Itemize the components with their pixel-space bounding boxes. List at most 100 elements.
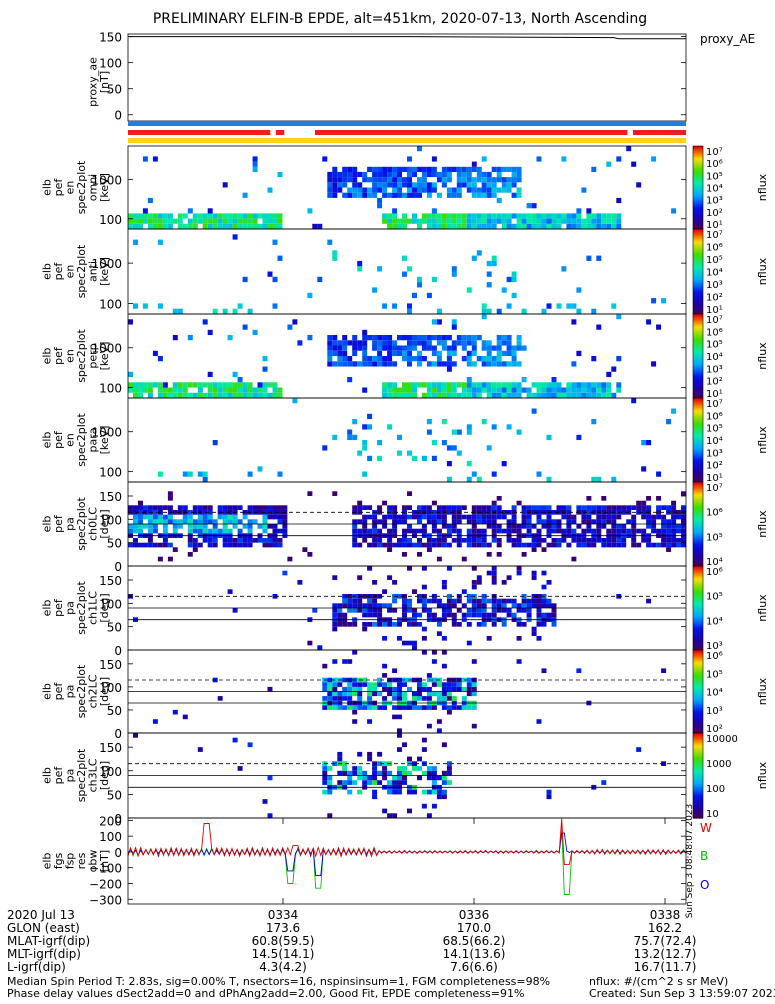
- pitch-angle-cell: [486, 636, 492, 641]
- pitch-angle-cell: [551, 603, 557, 608]
- spectrogram-cell: [417, 340, 422, 346]
- pitch-angle-cell: [397, 705, 402, 710]
- colorbar-swatch: [693, 554, 703, 557]
- pitch-angle-cell: [456, 622, 462, 627]
- spectrogram-cell: [352, 340, 358, 346]
- spectrogram-cell: [177, 308, 183, 315]
- colorbar-swatch: [693, 285, 703, 288]
- spectrogram-cell: [342, 177, 348, 183]
- pitch-angle-cell: [242, 542, 248, 548]
- spectrogram-cell: [546, 213, 552, 219]
- pitch-angle-cell: [227, 505, 233, 510]
- spectrogram-cell: [287, 324, 293, 330]
- pitch-angle-cell: [252, 519, 258, 524]
- y-axis-label-line: ch1LC: [87, 591, 100, 625]
- colorbar-swatch: [693, 159, 703, 162]
- spectrogram-cell: [207, 223, 213, 229]
- state-bar-segment: [128, 121, 686, 126]
- colorbar-label: nflux: [756, 594, 769, 622]
- colorbar-swatch: [693, 384, 703, 386]
- pitch-angle-cell: [661, 538, 667, 543]
- colorbar-swatch: [693, 319, 703, 322]
- colorbar-swatch: [693, 379, 703, 382]
- pitch-angle-cell: [581, 519, 587, 524]
- colorbar-swatch: [693, 517, 703, 519]
- pitch-angle-cell: [142, 542, 148, 548]
- pitch-angle-cell: [451, 612, 457, 618]
- pitch-angle-cell: [362, 775, 368, 781]
- pitch-angle-cell: [332, 626, 338, 632]
- pitch-angle-cell: [367, 622, 373, 627]
- colorbar-swatch: [693, 288, 703, 291]
- pitch-angle-cell: [377, 612, 383, 618]
- pitch-angle-cell: [471, 542, 477, 548]
- spectrogram-cell: [212, 387, 218, 393]
- spectrogram-cell: [172, 392, 178, 399]
- spectrogram-cell: [586, 387, 592, 393]
- colorbar-swatch: [693, 240, 703, 243]
- spectrogram-cell: [147, 387, 153, 393]
- spectrogram-cell: [461, 387, 467, 393]
- footer-row-label: MLT-igrf(dip): [7, 947, 81, 961]
- spectrogram-cell: [466, 166, 472, 172]
- pitch-angle-cell: [606, 538, 612, 543]
- colorbar-swatch: [693, 803, 703, 806]
- colorbar-swatch: [693, 237, 703, 240]
- spectrogram-cell: [247, 218, 253, 224]
- spectrogram-cell: [327, 192, 333, 198]
- spectrogram-cell: [576, 223, 582, 229]
- pitch-angle-cell: [431, 612, 437, 618]
- colorbar-swatch: [693, 470, 703, 473]
- colorbar-tick-label: 10³: [706, 706, 723, 717]
- pitch-angle-cell: [167, 542, 173, 548]
- spectrogram-cell: [456, 218, 462, 224]
- spectrogram-cell: [616, 314, 622, 320]
- colorbar-swatch: [693, 587, 703, 589]
- spectrogram-cell: [586, 213, 592, 219]
- pitch-angle-cell: [621, 505, 627, 510]
- pitch-angle-cell: [636, 500, 642, 506]
- colorbar-swatch: [693, 622, 703, 624]
- pitch-angle-cell: [407, 528, 412, 534]
- pitch-angle-cell: [357, 519, 363, 524]
- pitch-angle-cell: [347, 691, 353, 697]
- spectrogram-cell: [187, 392, 193, 399]
- colorbar-swatch: [693, 389, 703, 392]
- pitch-angle-cell: [651, 519, 657, 524]
- colorbar-swatch: [693, 372, 703, 375]
- proxy-ae-label: proxy_AE: [700, 32, 755, 46]
- spectrogram-cell: [591, 419, 597, 425]
- colorbar-swatch: [693, 567, 703, 570]
- colorbar-swatch: [693, 213, 703, 216]
- spectrogram-cell: [277, 471, 283, 477]
- pitch-angle-cell: [446, 766, 452, 771]
- y-axis-label-line: pef: [52, 430, 65, 449]
- spectrogram-cell: [402, 177, 407, 183]
- spectrogram-cell: [202, 471, 208, 477]
- pitch-angle-cell: [327, 813, 333, 819]
- colorbar-tick-label: 10000: [706, 734, 738, 745]
- pitch-angle-cell: [426, 542, 432, 548]
- colorbar-swatch: [693, 701, 703, 704]
- pitch-angle-cell: [417, 542, 422, 548]
- spectrogram-cell: [511, 345, 517, 351]
- colorbar-swatch: [693, 312, 703, 315]
- spectrogram-cell: [536, 382, 542, 388]
- pitch-angle-cell: [372, 528, 378, 534]
- spectrogram-cell: [207, 208, 213, 214]
- spectrogram-cell: [576, 208, 582, 214]
- pitch-angle-cell: [431, 780, 437, 785]
- spectrogram-cell: [257, 466, 263, 472]
- pitch-angle-cell: [431, 766, 437, 771]
- pitch-angle-cell: [441, 775, 447, 781]
- spectrogram-cell: [486, 345, 492, 351]
- pitch-angle-cell: [207, 514, 213, 520]
- spectrogram-cell: [252, 156, 258, 162]
- pitch-angle-cell: [397, 686, 402, 692]
- spectrogram-cell: [247, 387, 253, 393]
- colorbar-swatch: [693, 535, 703, 538]
- colorbar-swatch: [693, 264, 703, 267]
- colorbar-swatch: [693, 336, 703, 339]
- pitch-angle-cell: [441, 770, 447, 776]
